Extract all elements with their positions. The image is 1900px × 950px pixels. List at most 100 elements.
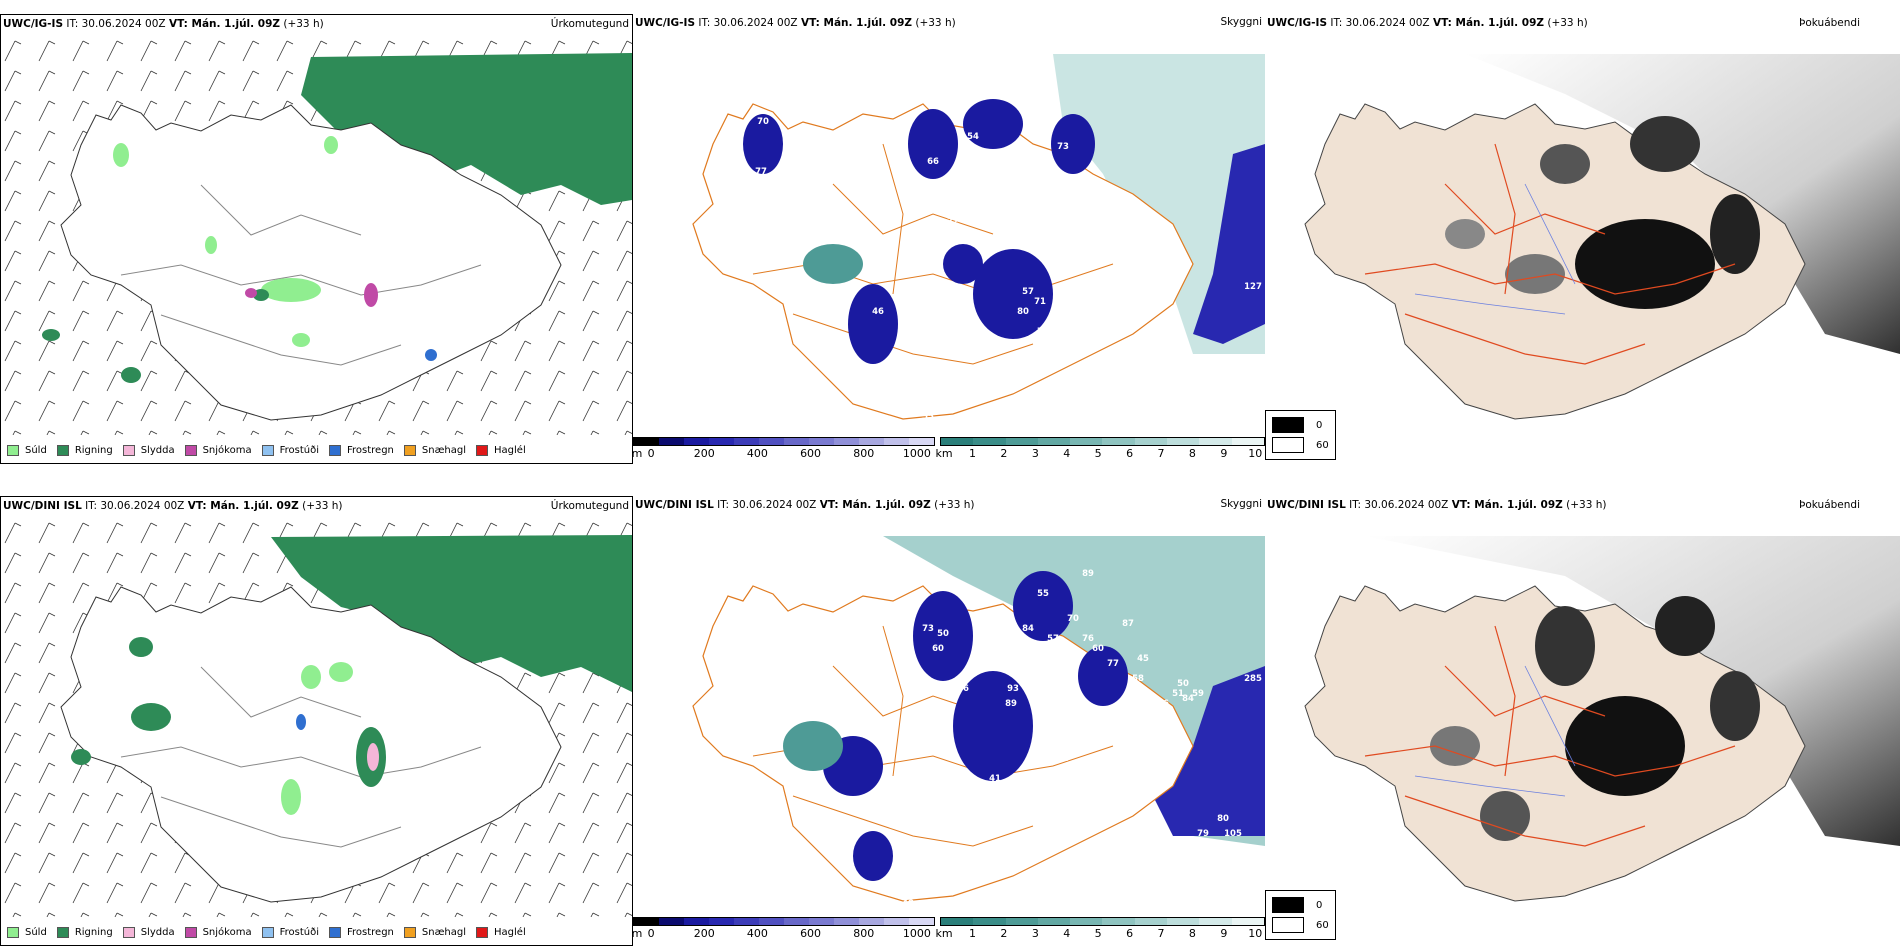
colorbar-segment	[1167, 438, 1200, 445]
colorbar-segment	[834, 918, 859, 925]
visibility-km-colorbar: km 1 2 3 4 5 6 7 8 9 10	[935, 917, 1265, 949]
legend-item: Súld	[7, 444, 47, 456]
colorbar-segment	[634, 438, 659, 445]
colorbar-segment	[684, 438, 709, 445]
fog-legend-frame: 0 60	[1265, 890, 1336, 940]
colorbar-segment	[884, 438, 909, 445]
visibility-value-label: 71	[1034, 297, 1046, 307]
legend-item: Haglél	[476, 926, 526, 938]
colorbar-tick-label: 5	[1094, 927, 1102, 940]
visibility-value-label: 285	[1244, 674, 1262, 684]
visibility-value-label: 46	[872, 307, 884, 317]
visibility-value-label: 56	[1157, 699, 1169, 709]
colorbar-tick-label: 10	[1248, 927, 1263, 940]
colorbar-segment	[1037, 918, 1071, 925]
colorbar-tick-label: 200	[693, 927, 715, 940]
visibility-value-label: 51	[1172, 689, 1184, 699]
fog-map	[1304, 536, 1900, 902]
fog-legend-swatch	[1272, 437, 1304, 453]
colorbar-tick-label: 200	[693, 447, 715, 460]
legend-item: Slydda	[122, 926, 175, 938]
legend-item: Rigning	[56, 926, 113, 938]
visibility-value-label: 77	[1107, 659, 1119, 669]
visibility-value-label: 89	[1082, 569, 1094, 579]
fog-legend-item: 0	[1272, 417, 1329, 433]
visibility-value-label: 58	[892, 422, 904, 432]
colorbar-tick-label: 1000	[902, 447, 931, 460]
visibility-value-label: 73	[1057, 142, 1069, 152]
colorbar-segment	[884, 918, 909, 925]
visibility-value-label: 77	[1037, 327, 1049, 337]
height-colorbar: m 0 200 400 600 800 1000	[632, 437, 935, 469]
colorbar-tick-label: 600	[800, 447, 822, 460]
colorbar-segment	[784, 438, 809, 445]
model-name: UWC/IG-IS	[635, 17, 696, 29]
colorbar-segment	[734, 438, 759, 445]
init-time: IT: 30.06.2024 00Z	[717, 499, 817, 511]
panel-title: Úrkomutegund	[550, 500, 629, 512]
visibility-value-label: 89	[1005, 699, 1017, 709]
panel-header: UWC/DINI ISL IT: 30.06.2024 00Z VT: Mán.…	[1267, 499, 1606, 511]
lead-time: (+33 h)	[934, 499, 975, 511]
visibility-value-label: 41	[989, 774, 1001, 784]
visibility-value-label: 126	[899, 327, 917, 337]
fog-legend-item: 60	[1272, 917, 1329, 933]
legend-item: Snjókoma	[184, 444, 252, 456]
fog-legend-item: 60	[1272, 437, 1329, 453]
precip-panel-row1: UWC/IG-IS IT: 30.06.2024 00Z VT: Mán. 1.…	[0, 14, 633, 464]
colorbar-unit: km	[935, 927, 953, 940]
fog-legend-label: 0	[1316, 419, 1323, 431]
colorbar-segment	[859, 438, 884, 445]
colorbar-tick-label: 400	[746, 927, 768, 940]
visibility-panel-row2: UWC/DINI ISL IT: 30.06.2024 00Z VT: Mán.…	[633, 496, 1265, 916]
colorbar-tick-label: 5	[1094, 447, 1102, 460]
precip-map	[1, 35, 632, 435]
panel-title: Úrkomutegund	[550, 18, 629, 30]
visibility-value-label: 58	[1132, 674, 1144, 684]
legend-item: Rigning	[56, 444, 113, 456]
colorbar-tick-label: 800	[853, 927, 875, 940]
colorbar-segment	[1037, 438, 1071, 445]
visibility-value-label: 49	[897, 879, 909, 889]
fog-legend-swatch	[1272, 897, 1304, 913]
fog-legend-label: 0	[1316, 899, 1323, 911]
visibility-value-label: 79	[1197, 829, 1209, 839]
visibility-value-label: 57	[1117, 292, 1129, 302]
init-time: IT: 30.06.2024 00Z	[66, 18, 166, 30]
visibility-value-label: 67	[927, 382, 939, 392]
valid-time: VT: Mán. 1.júl. 09Z	[819, 499, 931, 511]
visibility-value-label: 45	[1137, 654, 1149, 664]
visibility-value-label: 57	[1022, 287, 1034, 297]
colorbar-segment	[734, 918, 759, 925]
panel-header: UWC/IG-IS IT: 30.06.2024 00Z VT: Mán. 1.…	[635, 17, 956, 29]
init-time: IT: 30.06.2024 00Z	[85, 500, 185, 512]
colorbar-tick-label: 4	[1063, 447, 1071, 460]
panel-header: UWC/IG-IS IT: 30.06.2024 00Z VT: Mán. 1.…	[1267, 17, 1588, 29]
visibility-value-label: 523	[1084, 709, 1102, 719]
colorbar-tick-label: 6	[1126, 447, 1134, 460]
visibility-value-label: 42	[1077, 724, 1089, 734]
colorbar-segment	[684, 918, 709, 925]
visibility-value-label: 80	[1217, 814, 1229, 824]
colorbar-segment	[784, 918, 809, 925]
fog-panel-row2: UWC/DINI ISL IT: 30.06.2024 00Z VT: Mán.…	[1265, 496, 1900, 916]
visibility-value-label: 64	[1057, 754, 1069, 764]
visibility-value-label: 70	[757, 117, 769, 127]
colorbar-segment	[759, 918, 784, 925]
colorbar-unit: m	[631, 927, 643, 940]
visibility-value-label: 60	[932, 644, 944, 654]
visibility-value-label: 71	[932, 277, 944, 287]
visibility-value-label: 43	[887, 904, 899, 914]
colorbar-tick-label: 0	[647, 927, 655, 940]
panel-title: Þokuábendi	[1799, 499, 1860, 511]
colorbar-tick-label: 2	[1000, 447, 1008, 460]
visibility-value-label: 67	[1062, 694, 1074, 704]
colorbar-segment	[973, 438, 1006, 445]
colorbar-tick-label: 6	[1126, 927, 1134, 940]
legend-item: Snjókoma	[184, 926, 252, 938]
colorbar-segment	[1231, 438, 1264, 445]
panel-header: UWC/DINI ISL IT: 30.06.2024 00Z VT: Mán.…	[3, 500, 342, 512]
visibility-value-label: 50	[937, 629, 949, 639]
legend-item: Snæhagl	[403, 444, 466, 456]
